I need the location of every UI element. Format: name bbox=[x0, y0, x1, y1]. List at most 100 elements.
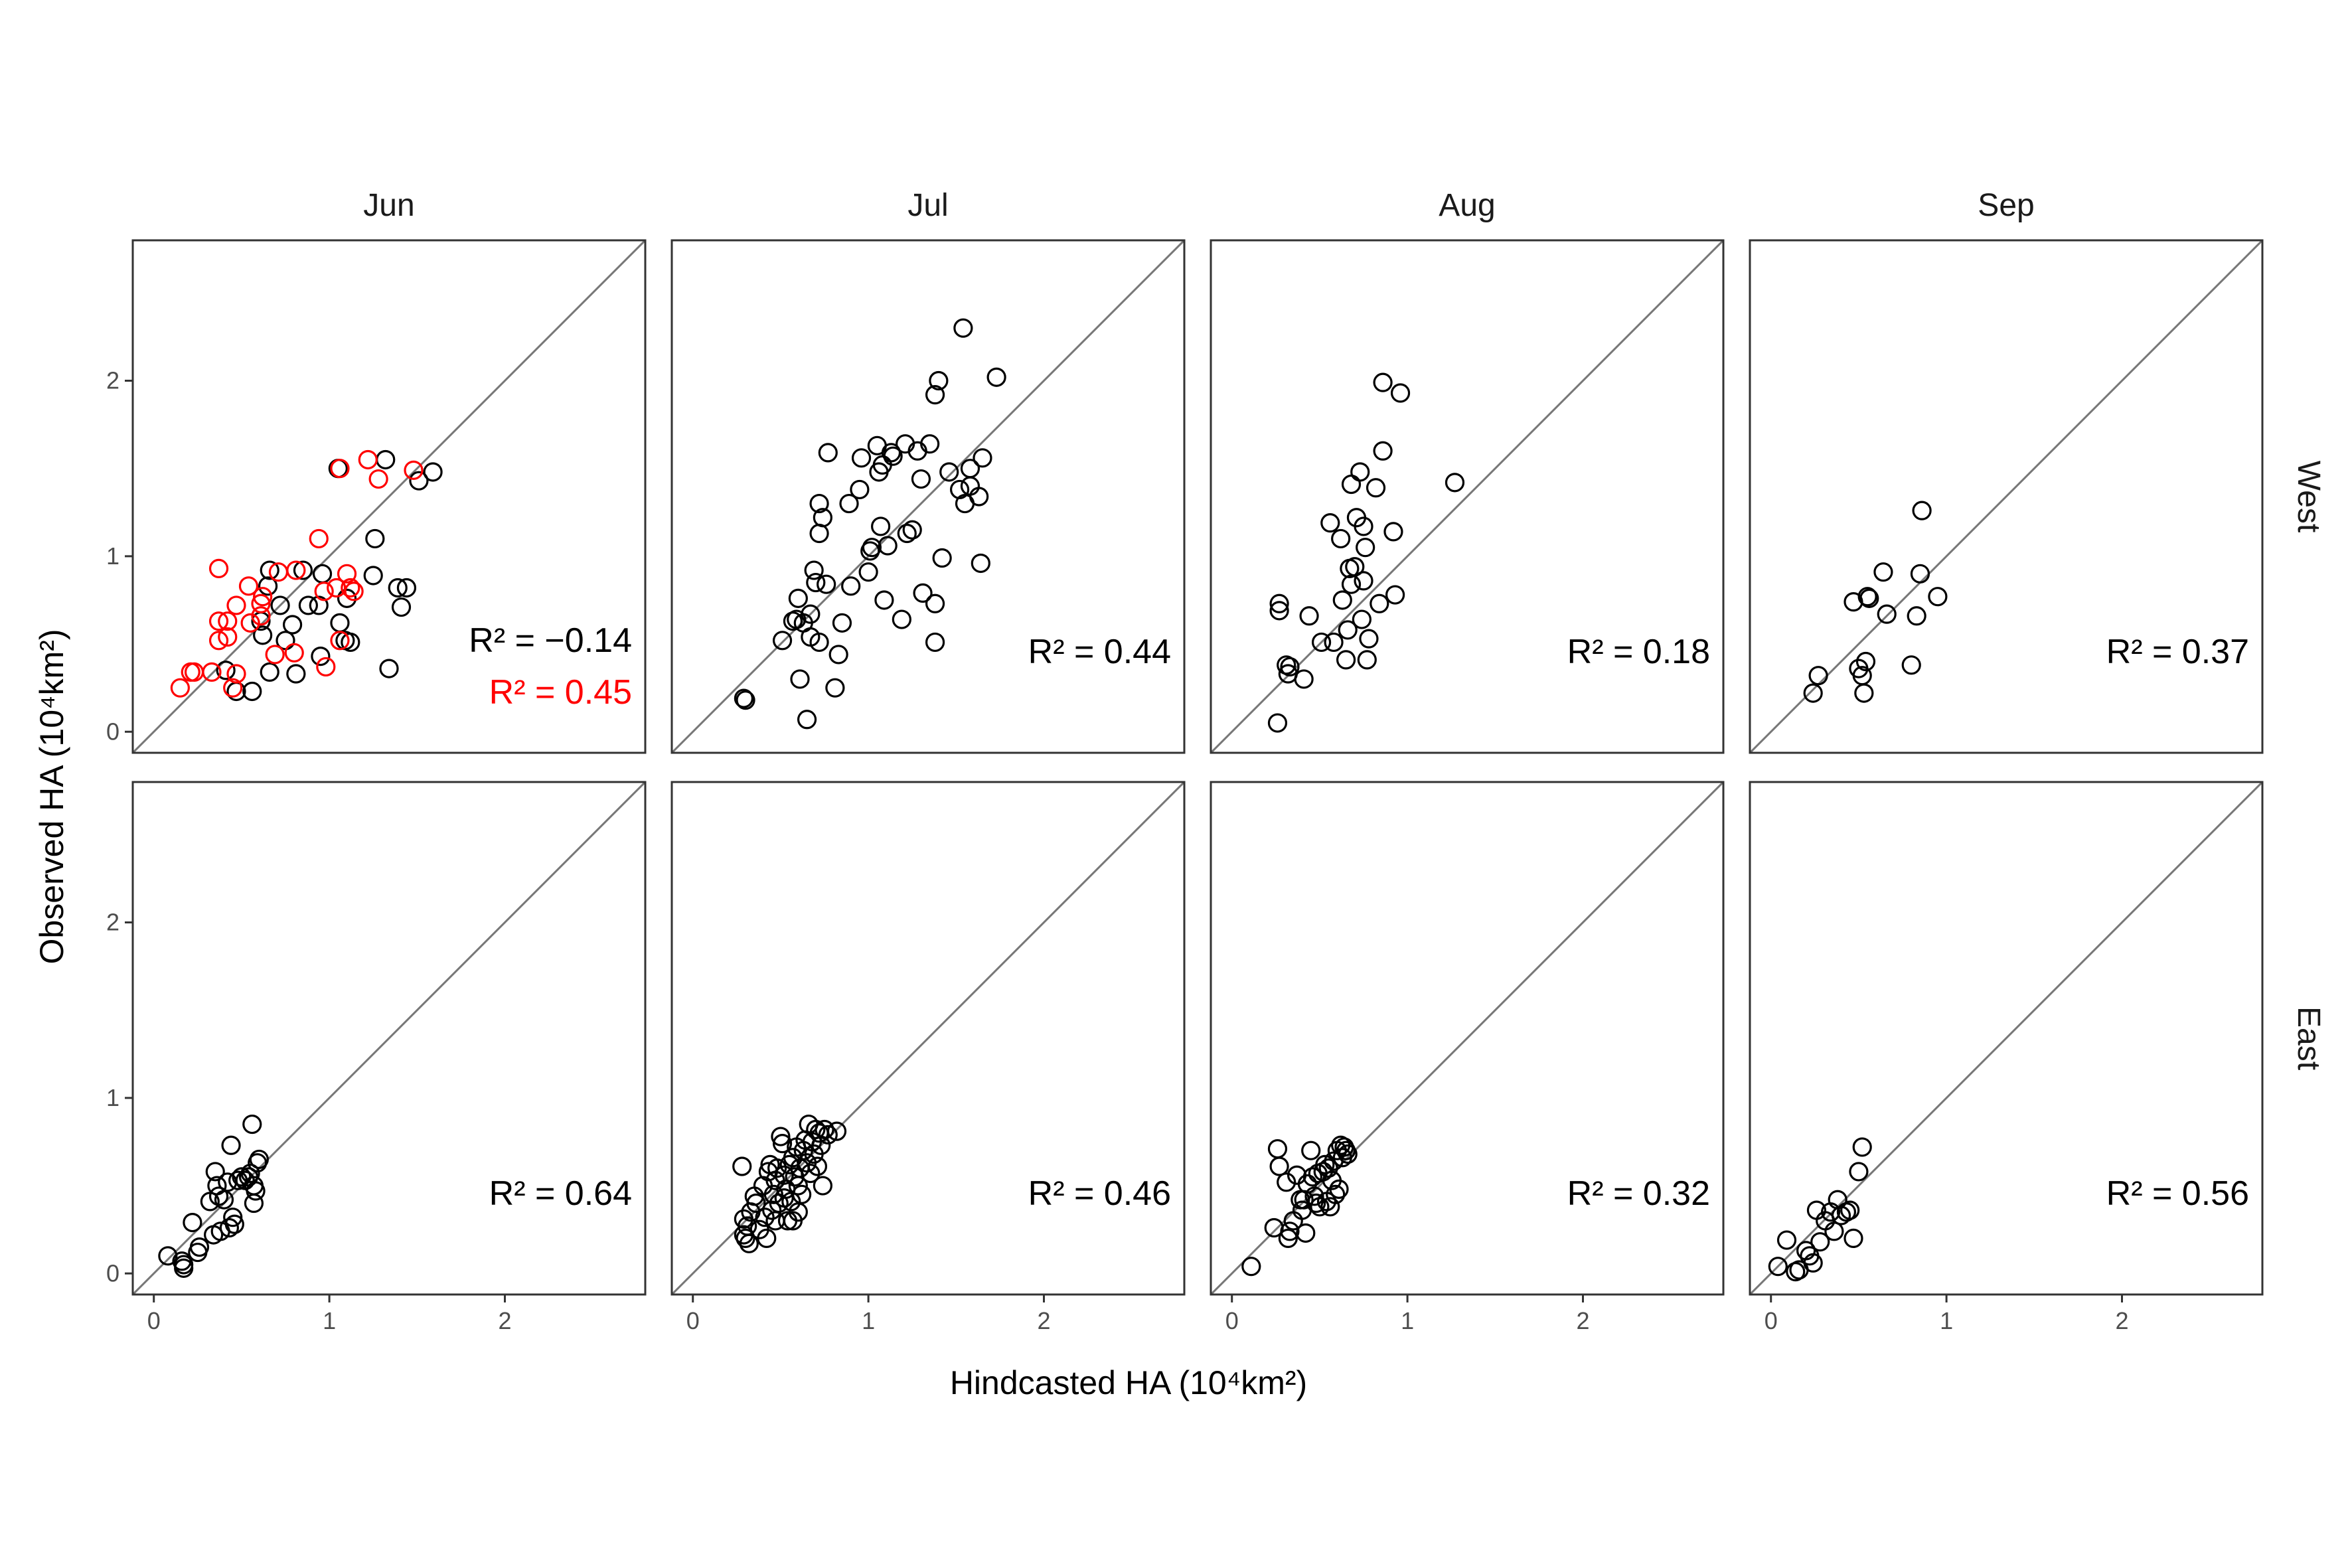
reference-line-1-to-1 bbox=[1211, 240, 1723, 753]
data-point bbox=[221, 1135, 241, 1155]
reference-line-1-to-1 bbox=[672, 782, 1184, 1294]
y-axis-title: Observed HA (10⁴km²) bbox=[33, 629, 70, 965]
data-point bbox=[772, 1134, 793, 1154]
data-point bbox=[309, 528, 329, 549]
data-point bbox=[409, 471, 429, 491]
data-point bbox=[316, 657, 336, 677]
r-squared-label: R² = 0.45 bbox=[489, 673, 632, 712]
data-point bbox=[314, 582, 334, 601]
data-point bbox=[208, 611, 229, 631]
data-point bbox=[739, 1233, 759, 1253]
data-point bbox=[929, 370, 949, 391]
data-point bbox=[1877, 604, 1897, 624]
data-point bbox=[1373, 372, 1393, 392]
panel-border bbox=[131, 239, 647, 754]
panel-east-jul: R² = 0.46 0 1 2 bbox=[670, 781, 1186, 1334]
data-point bbox=[892, 609, 911, 629]
data-point bbox=[774, 1165, 794, 1185]
data-point bbox=[223, 1208, 243, 1227]
data-point bbox=[932, 548, 952, 568]
data-point bbox=[858, 562, 878, 582]
column-strip-label-sep: Sep bbox=[1978, 188, 2034, 223]
data-point bbox=[1907, 606, 1926, 626]
y-tick-label: 1 bbox=[106, 542, 119, 570]
data-point bbox=[388, 578, 408, 598]
data-point bbox=[772, 631, 793, 651]
data-point bbox=[368, 469, 388, 489]
data-point bbox=[258, 576, 278, 596]
data-point bbox=[309, 595, 329, 615]
panel-west-sep: R² = 0.37 bbox=[1749, 239, 2264, 754]
data-point bbox=[1354, 516, 1373, 536]
data-point bbox=[960, 459, 980, 479]
panel-border bbox=[1749, 781, 2264, 1296]
data-point bbox=[765, 1211, 785, 1231]
data-point bbox=[818, 1125, 838, 1145]
data-point bbox=[839, 493, 859, 514]
data-point bbox=[913, 583, 933, 603]
data-point bbox=[973, 448, 992, 468]
data-point bbox=[1269, 601, 1289, 621]
data-point bbox=[1301, 1140, 1321, 1160]
data-point bbox=[817, 574, 836, 594]
data-point bbox=[826, 1121, 847, 1141]
data-point bbox=[226, 595, 246, 615]
data-point bbox=[253, 587, 273, 607]
data-point bbox=[189, 1237, 210, 1257]
data-point bbox=[1803, 683, 1823, 703]
series-black bbox=[158, 1114, 269, 1278]
r-squared-label: R² = 0.44 bbox=[1028, 633, 1171, 671]
data-point bbox=[911, 469, 931, 489]
x-tick-label: 1 bbox=[1401, 1307, 1414, 1334]
r-squared-label: R² = 0.56 bbox=[2106, 1174, 2249, 1213]
panel-east-jun: R² = 0.64 0 1 2 0 1 2 bbox=[106, 781, 647, 1334]
data-point bbox=[736, 690, 755, 710]
data-point bbox=[205, 1162, 225, 1182]
data-point bbox=[208, 558, 229, 578]
r-squared-label: R² = 0.37 bbox=[2106, 633, 2249, 671]
data-point bbox=[174, 1255, 194, 1275]
panel-east-aug: R² = 0.32 0 1 2 bbox=[1210, 781, 1725, 1334]
data-point bbox=[253, 625, 273, 645]
data-point bbox=[788, 1202, 808, 1222]
x-tick-label: 1 bbox=[323, 1307, 336, 1334]
series-black bbox=[1803, 501, 1948, 703]
data-point bbox=[771, 1127, 791, 1146]
data-point bbox=[218, 627, 238, 647]
data-point bbox=[224, 1214, 244, 1234]
data-point bbox=[815, 1119, 834, 1140]
data-point bbox=[797, 710, 817, 730]
data-point bbox=[170, 678, 190, 698]
y-tick-label: 2 bbox=[106, 909, 119, 936]
data-point bbox=[746, 1193, 766, 1214]
data-point bbox=[762, 1200, 782, 1220]
data-point bbox=[249, 1149, 269, 1170]
data-point bbox=[1390, 383, 1411, 403]
data-point bbox=[344, 582, 364, 601]
r-squared-label: R² = 0.18 bbox=[1567, 633, 1710, 671]
data-point bbox=[1357, 650, 1377, 670]
data-point bbox=[337, 588, 357, 608]
data-point bbox=[330, 459, 350, 479]
data-point bbox=[1354, 571, 1373, 591]
data-point bbox=[1873, 562, 1893, 582]
data-point bbox=[260, 560, 279, 580]
data-point bbox=[1803, 1253, 1823, 1273]
reference-line-1-to-1 bbox=[672, 240, 1184, 753]
data-point bbox=[1338, 1144, 1358, 1164]
data-point bbox=[801, 604, 821, 624]
data-point bbox=[1345, 557, 1365, 577]
y-tick-label: 0 bbox=[106, 1259, 119, 1287]
data-point bbox=[850, 479, 870, 500]
data-point bbox=[971, 553, 990, 574]
data-point bbox=[238, 576, 259, 596]
data-point bbox=[219, 1217, 240, 1238]
data-point bbox=[293, 560, 313, 580]
data-point bbox=[1855, 651, 1876, 672]
data-point bbox=[240, 1163, 260, 1184]
data-point bbox=[1294, 669, 1314, 689]
data-point bbox=[1320, 1197, 1340, 1217]
data-point bbox=[1383, 522, 1403, 542]
r-squared-label: R² = 0.64 bbox=[489, 1174, 632, 1213]
data-point bbox=[1910, 564, 1930, 584]
